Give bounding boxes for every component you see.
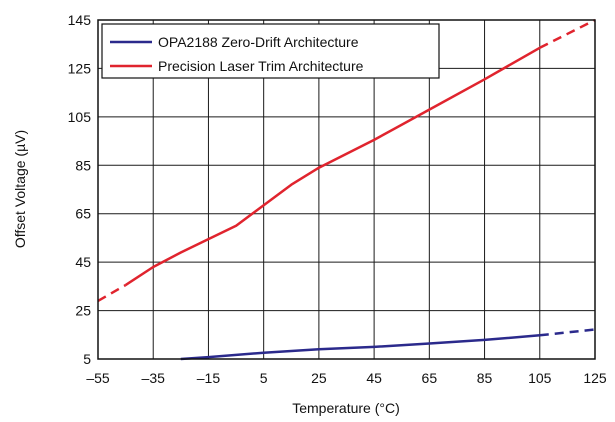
series-extrapolation-laser-trim [539,18,596,49]
series-extrapolation-laser-trim [97,284,127,302]
x-tick-label: –55 [86,370,110,386]
series-line-opa2188 [180,334,540,361]
y-tick-label: 85 [75,157,91,173]
x-tick-label: 105 [528,370,552,386]
legend-label-opa2188: OPA2188 Zero-Drift Architecture [158,34,359,50]
legend: OPA2188 Zero-Drift Architecture Precisio… [101,23,440,79]
x-tick-label: 85 [477,370,493,386]
y-tick-label: 5 [83,351,91,367]
x-tick-label: –15 [197,370,221,386]
y-tick-label: 25 [75,303,91,319]
x-tick-label: 25 [311,370,327,386]
y-tick-label: 125 [68,60,92,76]
x-tick-label: 45 [366,370,382,386]
legend-box [101,23,440,79]
y-tick-label: 45 [75,254,91,270]
tick-labels: –55 –35 –15 5 25 45 65 85 105 125 5 25 45 65 85 105 125 1… [68,12,607,386]
legend-label-laser-trim: Precision Laser Trim Architecture [158,58,364,74]
y-tick-label: 145 [68,12,92,28]
x-tick-label: 5 [260,370,268,386]
x-tick-label: 65 [422,370,438,386]
x-tick-label: 125 [583,370,607,386]
y-axis-title: Offset Voltage (µV) [12,130,28,248]
y-tick-label: 105 [68,109,92,125]
x-axis-title: Temperature (°C) [292,400,400,416]
plot-frame [97,19,596,360]
x-tick-label: –35 [142,370,166,386]
series-line-laser-trim [124,46,541,287]
series-extrapolation-opa2188 [539,328,596,337]
series-layer [97,18,596,361]
y-tick-label: 65 [75,206,91,222]
